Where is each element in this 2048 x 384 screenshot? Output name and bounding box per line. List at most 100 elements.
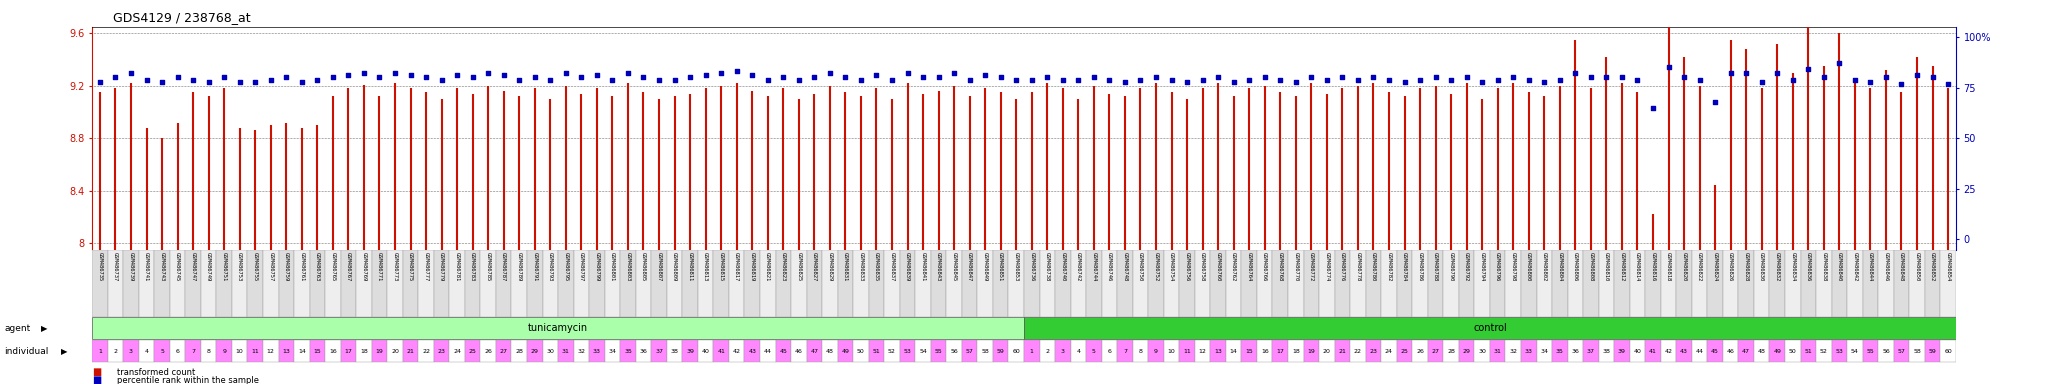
Bar	[1133, 340, 1149, 362]
Bar	[1505, 340, 1522, 362]
Bar	[776, 340, 791, 362]
Bar	[854, 340, 868, 362]
Bar	[651, 250, 668, 317]
Text: 5: 5	[160, 349, 164, 354]
Point	[1466, 78, 1499, 84]
Point	[969, 73, 1001, 79]
Bar	[915, 340, 930, 362]
Bar	[449, 340, 465, 362]
Text: GSM486755: GSM486755	[252, 252, 258, 281]
Bar	[993, 340, 1008, 362]
Bar	[668, 340, 682, 362]
Bar	[1909, 340, 1925, 362]
Bar	[184, 340, 201, 362]
Bar	[698, 250, 713, 317]
Bar	[590, 340, 604, 362]
Text: 3: 3	[1061, 349, 1065, 354]
Text: 15: 15	[1245, 349, 1253, 354]
Text: GSM486745: GSM486745	[174, 252, 180, 281]
Text: GSM486852: GSM486852	[1929, 252, 1935, 281]
Text: 5: 5	[1092, 349, 1096, 354]
Point	[115, 70, 147, 76]
Text: GSM486739: GSM486739	[129, 252, 133, 281]
Bar	[1413, 340, 1427, 362]
Text: GSM486774: GSM486774	[1325, 252, 1329, 281]
Text: GSM486853: GSM486853	[1014, 252, 1018, 281]
Bar	[1024, 317, 1956, 339]
Bar	[1692, 340, 1708, 362]
Text: GSM486826: GSM486826	[1729, 252, 1733, 281]
Point	[1853, 78, 1886, 84]
Bar	[123, 250, 139, 317]
Point	[1870, 74, 1903, 81]
Bar	[590, 250, 604, 317]
Point	[1667, 74, 1700, 81]
Bar	[1489, 340, 1505, 362]
Point	[1589, 74, 1622, 81]
Point	[907, 74, 940, 81]
Text: 24: 24	[1384, 349, 1393, 354]
Text: 24: 24	[453, 349, 461, 354]
Bar	[1817, 340, 1831, 362]
Text: 20: 20	[391, 349, 399, 354]
Text: 36: 36	[639, 349, 647, 354]
Point	[705, 70, 737, 76]
Bar	[1444, 250, 1458, 317]
Point	[145, 78, 178, 84]
Text: GSM486752: GSM486752	[1153, 252, 1159, 281]
Text: 49: 49	[1774, 349, 1782, 354]
Point	[362, 74, 395, 81]
Bar	[1630, 340, 1645, 362]
Point	[735, 73, 768, 79]
Text: GSM486835: GSM486835	[874, 252, 879, 281]
Bar	[526, 340, 543, 362]
Bar	[1118, 250, 1133, 317]
Bar	[1753, 250, 1769, 317]
Text: 55: 55	[1866, 349, 1874, 354]
Bar	[465, 340, 481, 362]
Point	[1217, 78, 1249, 84]
Bar	[1708, 250, 1722, 317]
Text: 39: 39	[1618, 349, 1626, 354]
Text: GSM486824: GSM486824	[1712, 252, 1718, 281]
Bar	[217, 340, 231, 362]
Point	[207, 74, 240, 81]
Text: GSM486736: GSM486736	[1030, 252, 1034, 281]
Point	[1311, 76, 1343, 83]
Text: 2: 2	[113, 349, 117, 354]
Point	[1139, 74, 1171, 81]
Bar	[1303, 250, 1319, 317]
Text: 39: 39	[686, 349, 694, 354]
Point	[1917, 74, 1950, 81]
Text: 13: 13	[1214, 349, 1223, 354]
Point	[1884, 81, 1917, 87]
Point	[1901, 73, 1933, 79]
Point	[1358, 74, 1391, 81]
Text: 26: 26	[1415, 349, 1423, 354]
Text: GSM486838: GSM486838	[1821, 252, 1827, 281]
Bar	[1847, 250, 1864, 317]
Text: 33: 33	[594, 349, 600, 354]
Bar	[854, 250, 868, 317]
Text: GSM486759: GSM486759	[285, 252, 289, 281]
Bar	[248, 340, 262, 362]
Bar	[1227, 250, 1241, 317]
Bar	[1722, 250, 1739, 317]
Text: GSM486848: GSM486848	[1898, 252, 1905, 281]
Text: GSM486793: GSM486793	[547, 252, 553, 281]
Bar	[1102, 340, 1118, 362]
Point	[240, 78, 272, 84]
Point	[1325, 74, 1358, 81]
Bar	[930, 340, 946, 362]
Bar	[1675, 250, 1692, 317]
Point	[1341, 76, 1374, 83]
Bar	[635, 250, 651, 317]
Bar	[821, 250, 838, 317]
Text: 28: 28	[1448, 349, 1454, 354]
Text: GSM486775: GSM486775	[408, 252, 414, 281]
Bar	[1831, 340, 1847, 362]
Point	[332, 73, 365, 79]
Text: 43: 43	[748, 349, 756, 354]
Bar	[1272, 340, 1288, 362]
Text: 48: 48	[825, 349, 834, 354]
